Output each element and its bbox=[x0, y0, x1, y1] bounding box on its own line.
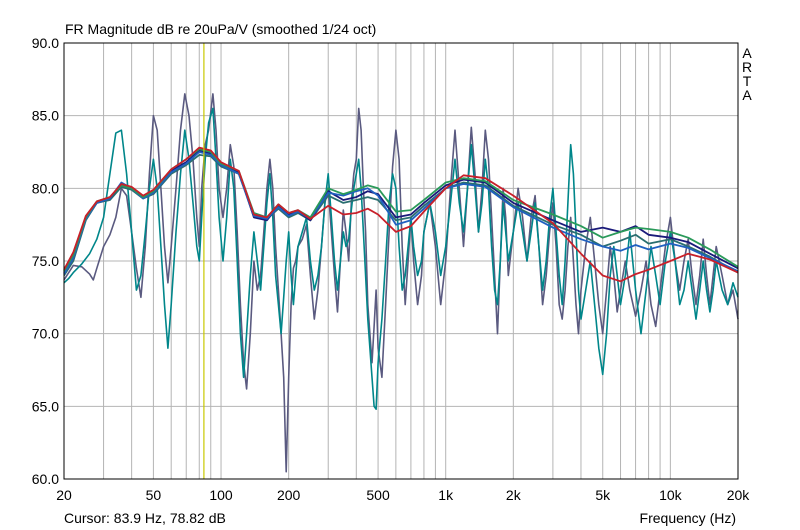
y-tick-label: 65.0 bbox=[32, 398, 59, 414]
chart-title: FR Magnitude dB re 20uPa/V (smoothed 1/2… bbox=[65, 21, 376, 37]
brand-letter: R bbox=[742, 59, 752, 75]
y-tick-label: 70.0 bbox=[32, 326, 59, 342]
x-tick-label: 500 bbox=[366, 487, 390, 503]
series-line-green bbox=[63, 148, 739, 272]
x-tick-label: 2k bbox=[506, 487, 522, 503]
y-axis-ticks: 60.0 65.0 70.0 75.0 80.0 85.0 90.0 bbox=[32, 35, 59, 487]
series-line-slate-unsmoothed bbox=[63, 93, 739, 473]
series-line-red bbox=[63, 146, 739, 283]
x-tick-label: 100 bbox=[209, 487, 233, 503]
y-tick-label: 60.0 bbox=[32, 471, 59, 487]
x-axis-label: Frequency (Hz) bbox=[640, 510, 736, 526]
plot-frame bbox=[63, 42, 739, 480]
x-tick-label: 200 bbox=[277, 487, 301, 503]
series-line-blue bbox=[63, 151, 739, 275]
x-tick-label: 20 bbox=[56, 487, 72, 503]
x-tick-label: 5k bbox=[595, 487, 611, 503]
x-tick-label: 1k bbox=[438, 487, 454, 503]
x-axis-ticks: 20 50 100 200 500 1k 2k 5k 10k 20k bbox=[56, 487, 750, 503]
y-tick-label: 80.0 bbox=[32, 180, 59, 196]
series-layer bbox=[63, 93, 739, 473]
brand-letter: T bbox=[743, 73, 752, 89]
y-tick-label: 75.0 bbox=[32, 253, 59, 269]
brand-letter: A bbox=[742, 45, 752, 61]
x-tick-label: 10k bbox=[659, 487, 683, 503]
x-tick-label: 50 bbox=[146, 487, 162, 503]
cursor-readout: Cursor: 83.9 Hz, 78.82 dB bbox=[64, 510, 226, 526]
brand-letter: A bbox=[742, 87, 752, 103]
y-tick-label: 85.0 bbox=[32, 108, 59, 124]
x-tick-label: 20k bbox=[727, 487, 751, 503]
y-tick-label: 90.0 bbox=[32, 35, 59, 51]
